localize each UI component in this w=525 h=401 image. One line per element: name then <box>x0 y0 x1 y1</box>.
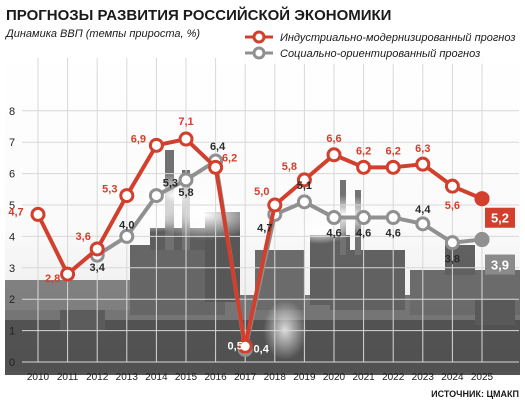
data-point <box>385 159 401 175</box>
data-point <box>148 137 164 153</box>
data-label-industrial: 6,6 <box>326 133 341 145</box>
final-point-social <box>474 232 490 248</box>
x-tick-label: 2010 <box>27 372 50 383</box>
data-point <box>296 172 312 188</box>
x-tick-label: 2013 <box>116 372 139 383</box>
data-label-social: 3,4 <box>90 262 106 274</box>
data-label-industrial: 5,6 <box>445 200 460 212</box>
chart-subtitle: Динамика ВВП (темпы прироста, %) <box>4 28 200 40</box>
data-point <box>296 194 312 210</box>
data-label-industrial: 3,6 <box>76 231 91 243</box>
x-tick-label: 2023 <box>412 372 435 383</box>
data-label-social: 6,4 <box>210 141 226 153</box>
legend-label-social: Социально-ориентированный прогноз <box>280 48 480 60</box>
data-label-industrial: 2,8 <box>45 273 60 285</box>
data-point <box>356 159 372 175</box>
data-point <box>356 210 372 226</box>
x-tick-label: 2014 <box>145 372 168 383</box>
data-point <box>326 147 342 163</box>
series-layer <box>30 131 490 357</box>
data-label-industrial: 5,3 <box>102 184 117 196</box>
chart-title: ПРОГНОЗЫ РАЗВИТИЯ РОССИЙСКОЙ ЭКОНОМИКИ <box>6 6 391 24</box>
data-point <box>148 188 164 204</box>
factory-background-image <box>5 150 520 375</box>
final-label-industrial: 5,2 <box>491 211 509 226</box>
source-note: ИСТОЧНИК: ЦМАКП <box>431 389 519 399</box>
final-label-social-box <box>485 254 515 275</box>
data-label-social: 4,6 <box>356 228 371 240</box>
data-point <box>119 228 135 244</box>
data-point <box>415 216 431 232</box>
data-label-social: 4,7 <box>257 222 272 234</box>
x-tick-label: 2015 <box>175 372 198 383</box>
y-tick-label: 2 <box>9 294 15 306</box>
y-tick-label: 6 <box>9 169 15 181</box>
data-point <box>326 210 342 226</box>
legend-label-industrial: Индустриально-модернизированный прогноз <box>280 32 515 44</box>
data-point <box>89 241 105 257</box>
y-tick-label: 1 <box>9 326 15 338</box>
data-point <box>208 159 224 175</box>
data-point <box>444 178 460 194</box>
data-label-industrial: 0,5 <box>228 340 243 352</box>
data-label-industrial: 7,1 <box>178 116 193 128</box>
data-point <box>30 206 46 222</box>
data-point <box>119 188 135 204</box>
y-tick-label: 3 <box>9 263 15 275</box>
data-label-industrial: 6,2 <box>356 145 371 157</box>
data-point <box>415 156 431 172</box>
data-label-industrial: 6,3 <box>415 143 430 155</box>
x-tick-label: 2018 <box>264 372 287 383</box>
data-label-industrial: 6,2 <box>386 145 401 157</box>
data-label-social: 4,6 <box>386 228 401 240</box>
data-label-industrial: 6,2 <box>222 152 237 164</box>
x-tick-label: 2011 <box>57 372 79 383</box>
data-label-social: 5,1 <box>297 180 312 192</box>
legend-marker-social <box>252 46 266 60</box>
data-labels: 4,72,83,65,36,97,16,20,55,05,86,66,2 6,2 6… <box>8 116 515 355</box>
x-tick-label: 2019 <box>293 372 316 383</box>
y-tick-label: 5 <box>9 200 15 212</box>
x-tick-label: 2016 <box>204 372 227 383</box>
legend: Индустриально-модернизированный прогноз … <box>240 28 520 64</box>
final-label-social: 3,9 <box>491 258 509 273</box>
y-axis: 0 1 2 3 4 5 6 7 8 <box>9 106 15 369</box>
data-label-social: 5,8 <box>178 187 193 199</box>
data-point <box>237 338 253 354</box>
data-label-social: 3,8 <box>445 254 460 266</box>
data-point <box>60 266 76 282</box>
data-point <box>178 172 194 188</box>
final-point-industrial <box>474 191 490 207</box>
x-tick-label: 2021 <box>352 372 375 383</box>
x-tick-label: 2020 <box>323 372 346 383</box>
x-axis: 2010 2011 2012 2013 2014 2015 2016 2017 2018 2019… <box>27 372 494 383</box>
data-label-social: 0,4 <box>254 343 270 355</box>
data-point <box>385 210 401 226</box>
y-tick-label: 8 <box>9 106 15 118</box>
data-label-industrial: 4,7 <box>8 206 23 218</box>
y-tick-label: 0 <box>9 357 15 369</box>
data-point <box>178 131 194 147</box>
data-label-social: 5,3 <box>163 178 178 190</box>
final-label-industrial-box <box>485 207 515 228</box>
data-label-social: 4,0 <box>119 219 134 231</box>
x-tick-label: 2024 <box>441 372 464 383</box>
data-point <box>444 235 460 251</box>
y-tick-label: 7 <box>9 137 15 149</box>
data-point <box>267 197 283 213</box>
legend-marker-industrial <box>252 30 266 44</box>
y-tick-label: 4 <box>9 231 15 243</box>
data-label-industrial: 5,8 <box>282 161 297 173</box>
series-line-industrial <box>36 137 483 349</box>
x-tick-label: 2022 <box>382 372 405 383</box>
x-tick-label: 2025 <box>471 372 494 383</box>
data-label-industrial: 5,0 <box>254 186 269 198</box>
data-label-social: 4,6 <box>326 228 341 240</box>
x-tick-label: 2017 <box>234 372 257 383</box>
x-tick-label: 2012 <box>86 372 109 383</box>
data-label-industrial: 6,9 <box>131 133 146 145</box>
data-label-social: 4,4 <box>415 204 431 216</box>
